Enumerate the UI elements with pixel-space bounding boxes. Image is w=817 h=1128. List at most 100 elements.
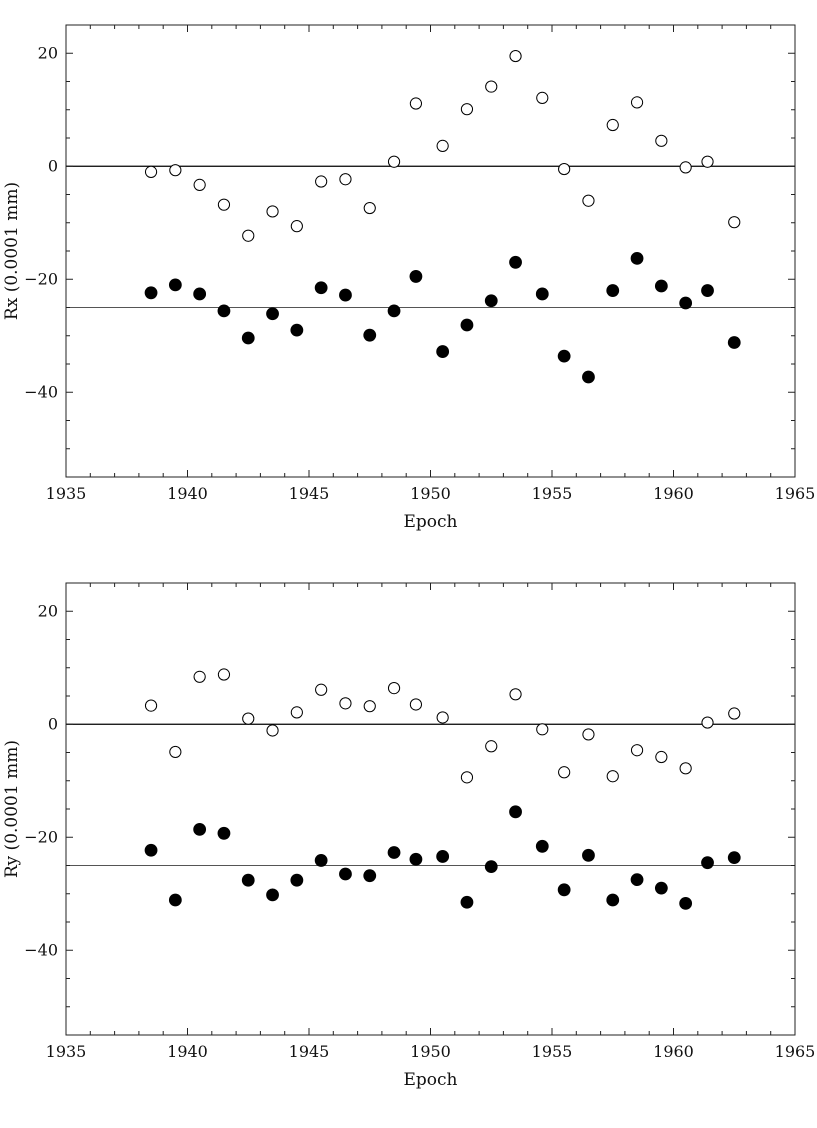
data-point-filled [409, 852, 423, 866]
data-point-open [315, 683, 328, 696]
data-point-filled [484, 860, 498, 874]
data-point-open [436, 711, 449, 724]
x-tick-label: 1955 [532, 1042, 573, 1061]
data-point-open [339, 173, 352, 186]
x-tick-label: 1960 [653, 484, 694, 503]
data-point-open [701, 716, 714, 729]
data-point-filled [339, 288, 352, 302]
data-point-open [630, 744, 644, 757]
data-point-open [266, 724, 279, 737]
chart-panel-1: 1935 1940 1945 1950 1955 1960 1965 20 0 −20 −40 Epo… [2, 24, 816, 532]
y-tick-label: −20 [24, 827, 58, 846]
data-point-open [387, 155, 401, 168]
data-point-open [558, 766, 571, 779]
data-point-filled [630, 251, 644, 265]
data-point-open [409, 698, 423, 711]
data-point-open [728, 707, 741, 720]
data-point-open [290, 706, 303, 719]
data-point-filled [266, 888, 279, 902]
data-point-filled [387, 846, 401, 859]
data-point-open [242, 712, 255, 725]
data-point-filled [436, 345, 450, 358]
data-point-open [728, 216, 741, 229]
data-point-filled [582, 848, 595, 862]
data-point-filled [679, 896, 693, 910]
data-point-open [460, 103, 474, 116]
data-point-open [655, 750, 668, 764]
data-point-filled [701, 856, 714, 870]
y-tick-label: 20 [38, 43, 58, 62]
data-point-filled [460, 895, 474, 909]
data-point-filled [557, 883, 571, 897]
data-point-filled [144, 286, 158, 300]
data-point-open [363, 700, 376, 713]
x-axis-label: Epoch [404, 1070, 458, 1090]
data-point-filled [654, 279, 668, 293]
data-point-filled [727, 851, 741, 864]
data-point-filled [535, 839, 549, 853]
data-point-filled [339, 867, 352, 881]
data-point-open [630, 96, 644, 109]
y-axis-label: Ry (0.0001 mm) [2, 740, 22, 878]
data-point-open [558, 162, 571, 176]
data-point-open [655, 134, 668, 147]
data-point-open [582, 194, 595, 207]
data-point-open [679, 762, 692, 775]
data-point-filled [266, 307, 279, 321]
data-point-open [606, 770, 619, 783]
x-axis-label: Epoch [404, 512, 458, 532]
x-tick-label: 1940 [167, 484, 208, 503]
y-axis-label: Rx (0.0001 mm) [2, 182, 22, 320]
data-point-filled [241, 873, 255, 887]
data-point-filled [654, 881, 668, 895]
data-point-filled [241, 331, 255, 345]
data-point-filled [290, 873, 304, 887]
data-point-filled [606, 893, 620, 907]
x-tick-label: 1965 [775, 1042, 816, 1061]
x-tick-label: 1935 [46, 1042, 87, 1061]
data-point-filled [409, 270, 423, 283]
data-point-open [606, 118, 619, 132]
data-point-open [679, 161, 692, 174]
data-point-filled [535, 287, 549, 301]
data-point-open [193, 670, 206, 683]
data-point-filled [484, 294, 498, 308]
chart-panel-2: 1935 1940 1945 1950 1955 1960 1965 20 0 −20 −40 Epo… [2, 582, 816, 1090]
x-tick-label: 1935 [46, 484, 87, 503]
data-point-open [363, 201, 376, 215]
data-point-open [217, 668, 231, 681]
y-tick-label: 20 [38, 601, 58, 620]
data-point-open [436, 139, 449, 153]
data-point-filled [460, 318, 474, 332]
data-point-filled [363, 328, 377, 342]
y-tick-label: 0 [48, 156, 58, 175]
data-point-filled [290, 323, 304, 337]
data-point-open [485, 740, 498, 753]
x-tick-label: 1945 [289, 1042, 330, 1061]
data-point-filled [387, 304, 401, 318]
x-tick-label: 1950 [410, 1042, 451, 1061]
x-tick-label: 1960 [653, 1042, 694, 1061]
x-tick-label: 1965 [775, 484, 816, 503]
data-point-open [242, 229, 255, 242]
data-point-filled [144, 843, 158, 857]
data-point-open [582, 728, 595, 741]
data-point-filled [606, 284, 620, 297]
data-point-open [509, 49, 522, 63]
data-point-filled [509, 255, 522, 269]
data-point-open [536, 91, 549, 104]
data-point-open [339, 697, 352, 710]
y-tick-label: 0 [48, 714, 58, 733]
x-tick-label: 1950 [410, 484, 451, 503]
data-point-open [315, 175, 328, 188]
x-tick-label: 1955 [532, 484, 573, 503]
x-tick-label: 1945 [289, 484, 330, 503]
data-point-filled [727, 336, 741, 349]
data-point-filled [168, 278, 182, 292]
data-point-filled [193, 822, 207, 836]
y-tick-label: −40 [24, 940, 58, 959]
data-point-open [701, 155, 714, 168]
data-point-open [536, 723, 549, 736]
data-point-filled [217, 304, 231, 318]
